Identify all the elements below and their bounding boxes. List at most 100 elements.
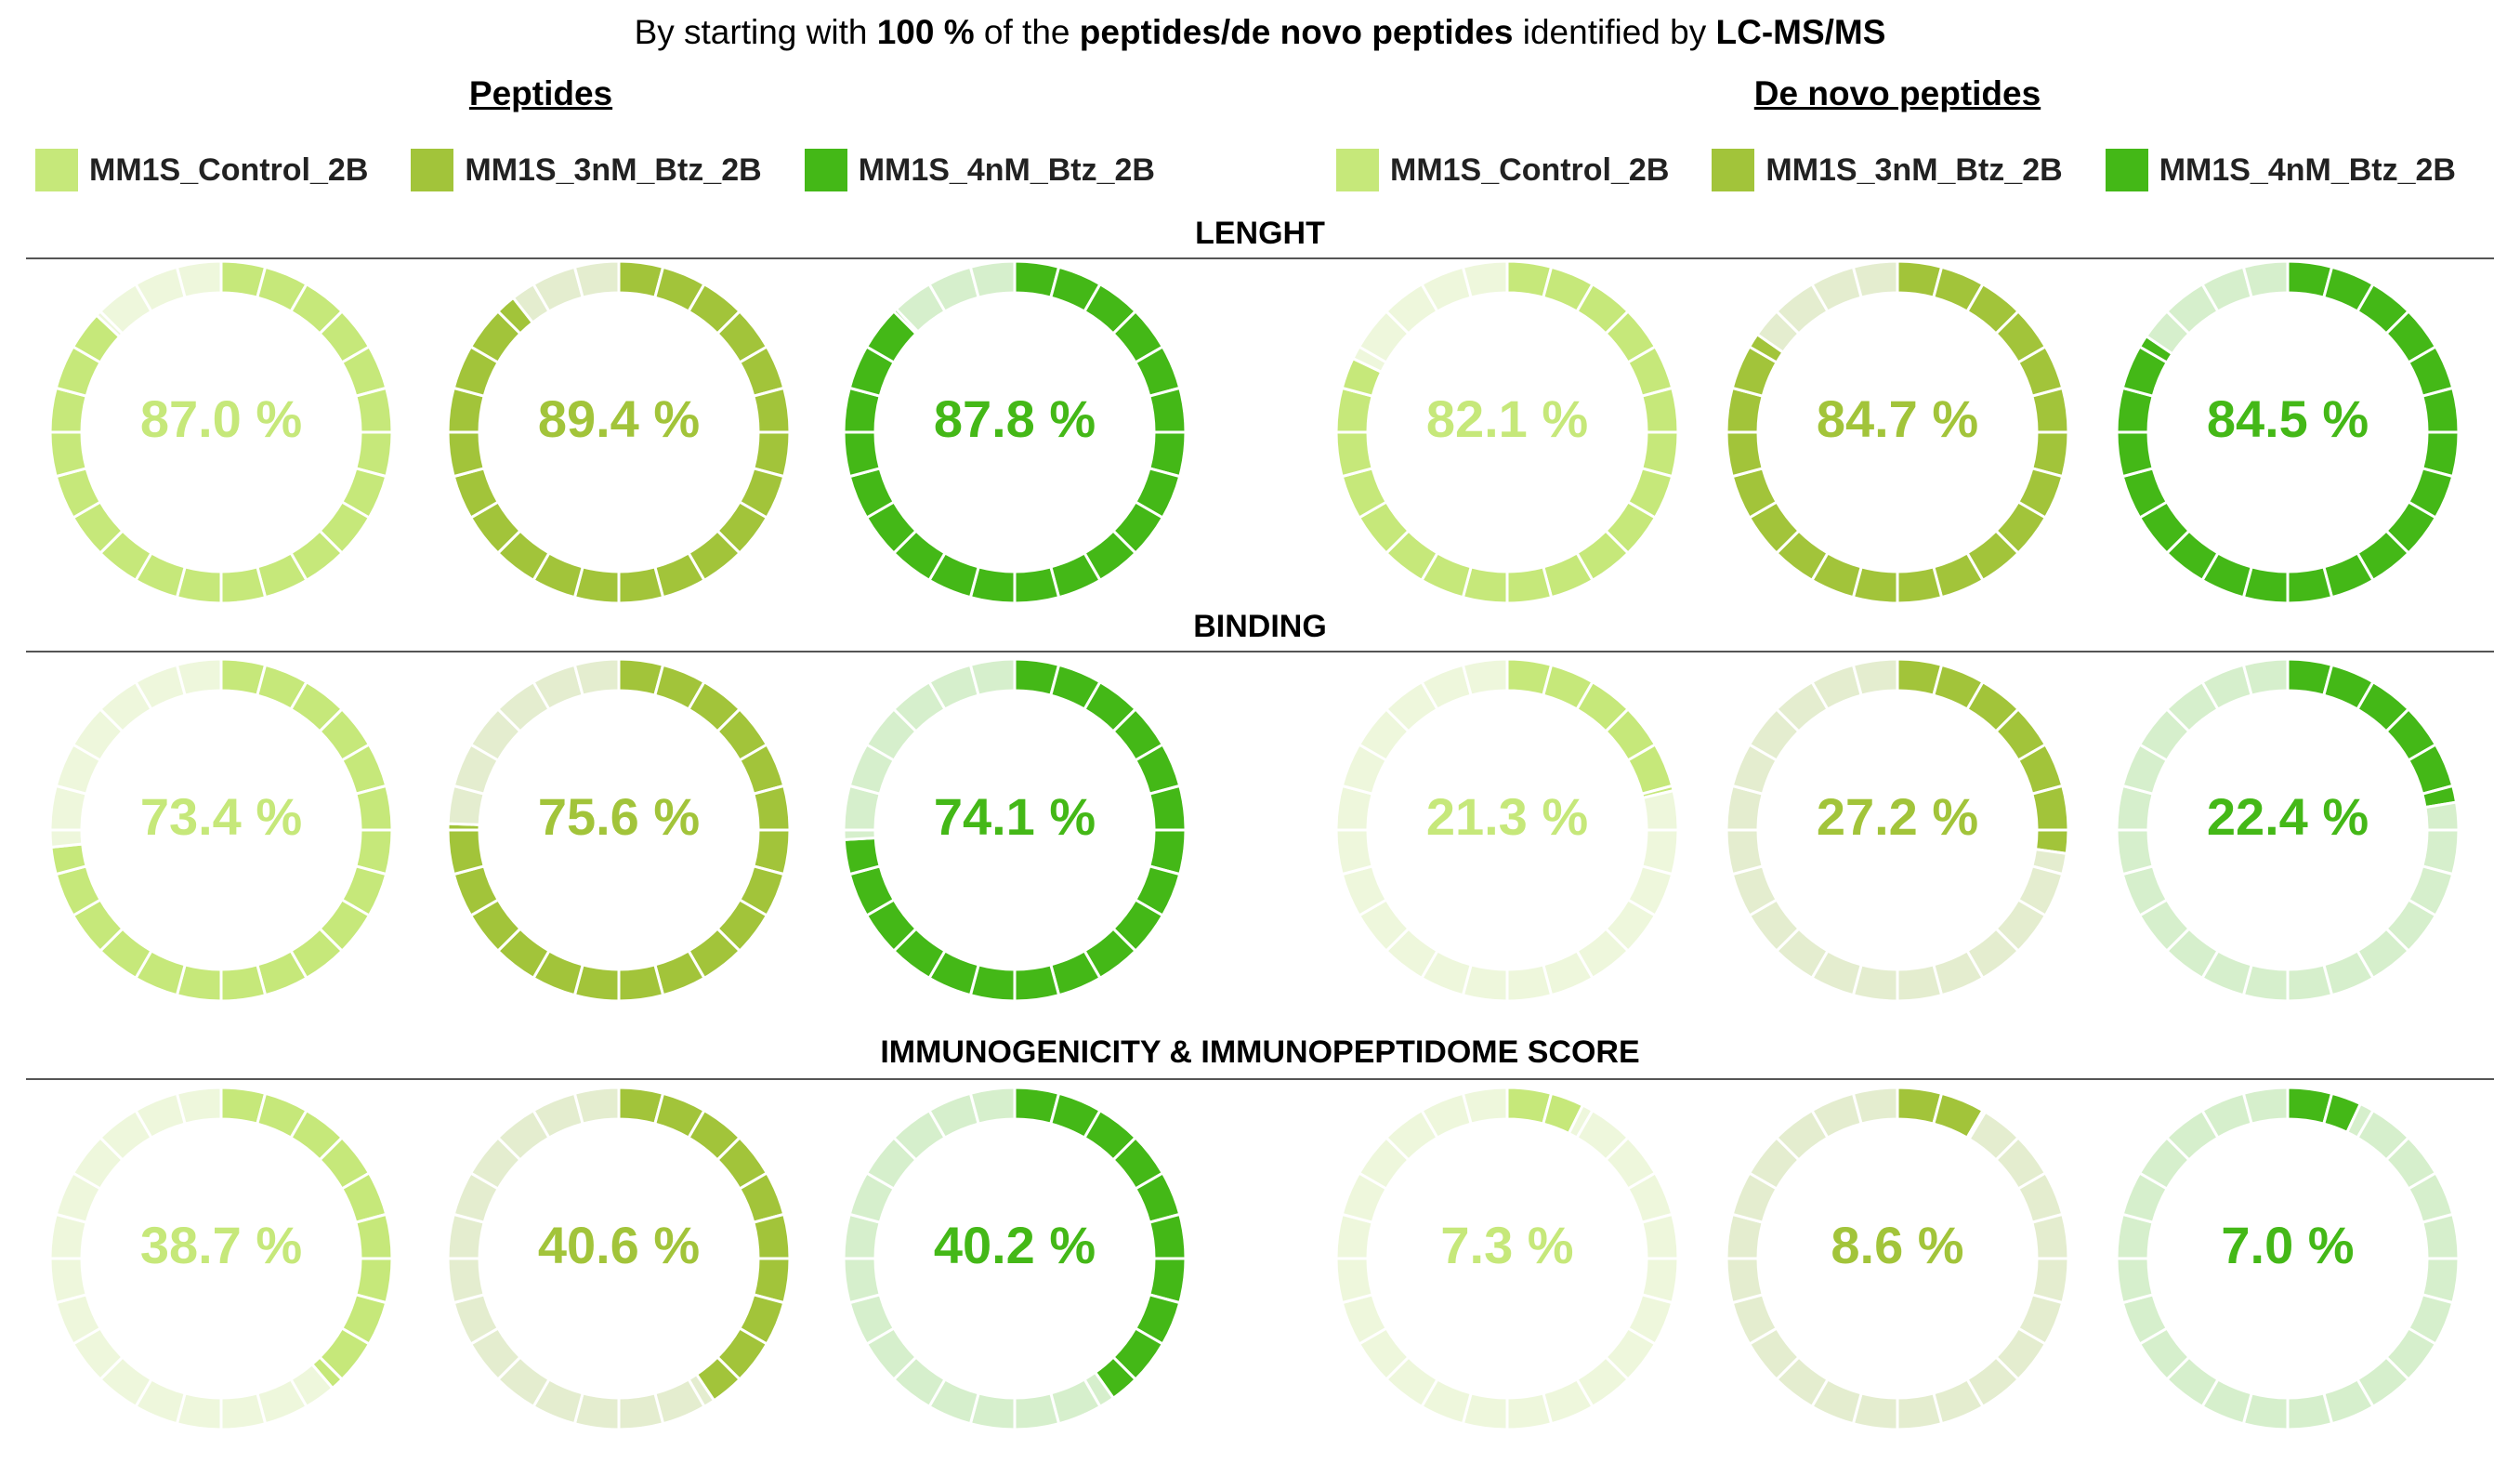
donut-segment-remainder — [1851, 657, 1899, 697]
donut-peptides-4nm-row3: 40.2 % — [842, 1086, 1188, 1431]
legend-swatch-3nm — [411, 149, 454, 191]
donut-segment-filled — [842, 836, 882, 876]
group-title-peptides: Peptides — [468, 74, 613, 112]
donut-segment-remainder — [1334, 828, 1374, 876]
donut-percent-label: 87.8 % — [934, 389, 1096, 448]
donut-segment-filled — [354, 784, 394, 832]
donut-percent-label: 7.0 % — [2221, 1216, 2354, 1274]
donut-segment-remainder — [2030, 1212, 2070, 1260]
donut-segment-remainder — [48, 828, 85, 850]
donut-segment-remainder — [1851, 1086, 1899, 1126]
donut-de-novo-3nm-row2: 27.2 % — [1725, 657, 2070, 1003]
legend-swatch-4nm — [804, 149, 847, 191]
donut-segment-filled — [48, 430, 88, 479]
section-divider-immunogenicity — [26, 1078, 2494, 1080]
legend-item-control: MM1S_Control_2B — [1336, 149, 1669, 191]
donut-percent-label: 89.4 % — [538, 389, 700, 448]
donut-percent-label: 84.7 % — [1817, 389, 1978, 448]
donut-peptides-3nm-row3: 40.6 % — [446, 1086, 792, 1431]
donut-segment-filled — [752, 386, 792, 434]
donut-percent-label: 22.4 % — [2207, 787, 2369, 846]
donut-de-novo-3nm-row3: 8.6 % — [1725, 1086, 2070, 1431]
donut-segment-remainder — [1641, 788, 1680, 832]
legend-swatch-control — [1336, 149, 1379, 191]
donut-segment-remainder — [617, 1391, 665, 1431]
donut-segment-remainder — [1505, 1391, 1554, 1431]
donut-segment-filled — [446, 828, 486, 876]
donut-peptides-control-row2: 73.4 % — [48, 657, 394, 1003]
donut-segment-filled — [354, 386, 394, 434]
donut-segment-filled — [219, 565, 268, 605]
donut-segment-filled — [752, 784, 792, 832]
legend-item-4nm: MM1S_4nM_Btz_2B — [804, 149, 1155, 191]
legend-label-3nm: MM1S_3nM_Btz_2B — [465, 152, 762, 188]
section-title-binding: BINDING — [1193, 609, 1327, 644]
donut-segment-filled — [1640, 386, 1680, 434]
donut-de-novo-3nm-row1: 84.7 % — [1725, 259, 2070, 605]
donut-peptides-3nm-row2: 75.6 % — [446, 657, 792, 1003]
donut-segment-filled — [2286, 565, 2334, 605]
donut-segment-remainder — [968, 657, 1017, 697]
donut-segment-remainder — [2286, 1391, 2334, 1431]
donut-segment-remainder — [842, 1257, 882, 1305]
section-title-length: LENGHT — [1195, 216, 1325, 251]
donut-segment-filled — [1148, 1212, 1188, 1260]
donut-percent-label: 84.5 % — [2207, 389, 2369, 448]
donut-segment-filled — [1505, 565, 1554, 605]
donut-segment-remainder — [1725, 828, 1765, 876]
donut-segment-filled — [1334, 430, 1374, 479]
legend-item-4nm: MM1S_4nM_Btz_2B — [2105, 149, 2456, 191]
donut-percent-label: 40.6 % — [538, 1216, 700, 1274]
donut-peptides-3nm-row1: 89.4 % — [446, 259, 792, 605]
donut-segment-filled — [354, 1212, 394, 1260]
chart-title: By starting with 100 % of the peptides/d… — [634, 13, 1886, 51]
section-title-immunogenicity: IMMUNOGENICITY & IMMUNOPEPTIDOME SCORE — [880, 1035, 1640, 1070]
legend-label-control: MM1S_Control_2B — [89, 152, 369, 188]
donut-segment-filled — [2030, 784, 2070, 832]
donut-segment-remainder — [1851, 259, 1899, 299]
donut-segment-filled — [1013, 963, 1061, 1003]
donut-segment-filled — [1013, 565, 1061, 605]
legend-label-3nm: MM1S_3nM_Btz_2B — [1765, 152, 2063, 188]
legend-peptides: MM1S_Control_2B MM1S_3nM_Btz_2B MM1S_4nM… — [35, 149, 1198, 191]
donut-segment-remainder — [175, 657, 223, 697]
donut-percent-label: 27.2 % — [1817, 787, 1978, 846]
donut-de-novo-4nm-row2: 22.4 % — [2115, 657, 2461, 1003]
donut-segment-remainder — [219, 1391, 268, 1431]
donut-percent-label: 73.4 % — [140, 787, 302, 846]
donut-segment-remainder — [175, 1086, 223, 1126]
donut-percent-label: 40.2 % — [934, 1216, 1096, 1274]
donut-segment-filled — [1725, 430, 1765, 479]
donut-de-novo-control-row2: 21.3 % — [1334, 657, 1680, 1003]
donut-segment-filled — [446, 430, 486, 479]
donut-segment-filled — [617, 565, 665, 605]
donut-segment-filled — [2115, 430, 2155, 479]
group-title-de-novo-peptides: De novo peptides — [1753, 74, 2041, 112]
donut-segment-filled — [1148, 386, 1188, 434]
section-divider-binding — [26, 651, 2494, 652]
legend-swatch-4nm — [2105, 149, 2148, 191]
donut-percent-label: 74.1 % — [934, 787, 1096, 846]
donut-segment-remainder — [2115, 1257, 2155, 1305]
donut-percent-label: 38.7 % — [140, 1216, 302, 1274]
donut-segment-filled — [1896, 565, 1944, 605]
legend-de-novo: MM1S_Control_2B MM1S_3nM_Btz_2B MM1S_4nM… — [1336, 149, 2499, 191]
donut-segment-remainder — [1461, 1086, 1509, 1126]
donut-peptides-control-row3: 38.7 % — [48, 1086, 394, 1431]
donut-segment-remainder — [175, 259, 223, 299]
legend-label-control: MM1S_Control_2B — [1390, 152, 1670, 188]
donut-segment-remainder — [572, 1086, 621, 1126]
donut-segment-filled — [2030, 386, 2070, 434]
donut-segment-remainder — [48, 1257, 88, 1305]
donut-segment-remainder — [1896, 963, 1944, 1003]
donut-percent-label: 82.1 % — [1426, 389, 1588, 448]
donut-segment-filled — [842, 430, 882, 479]
donut-segment-remainder — [1013, 1391, 1061, 1431]
donut-de-novo-4nm-row3: 7.0 % — [2115, 1086, 2461, 1431]
donut-peptides-4nm-row1: 87.8 % — [842, 259, 1188, 605]
donut-segment-remainder — [1640, 1212, 1680, 1260]
donut-segment-filled — [752, 1212, 792, 1260]
donut-segment-remainder — [2241, 1086, 2290, 1126]
donut-segment-filled — [2421, 386, 2461, 434]
